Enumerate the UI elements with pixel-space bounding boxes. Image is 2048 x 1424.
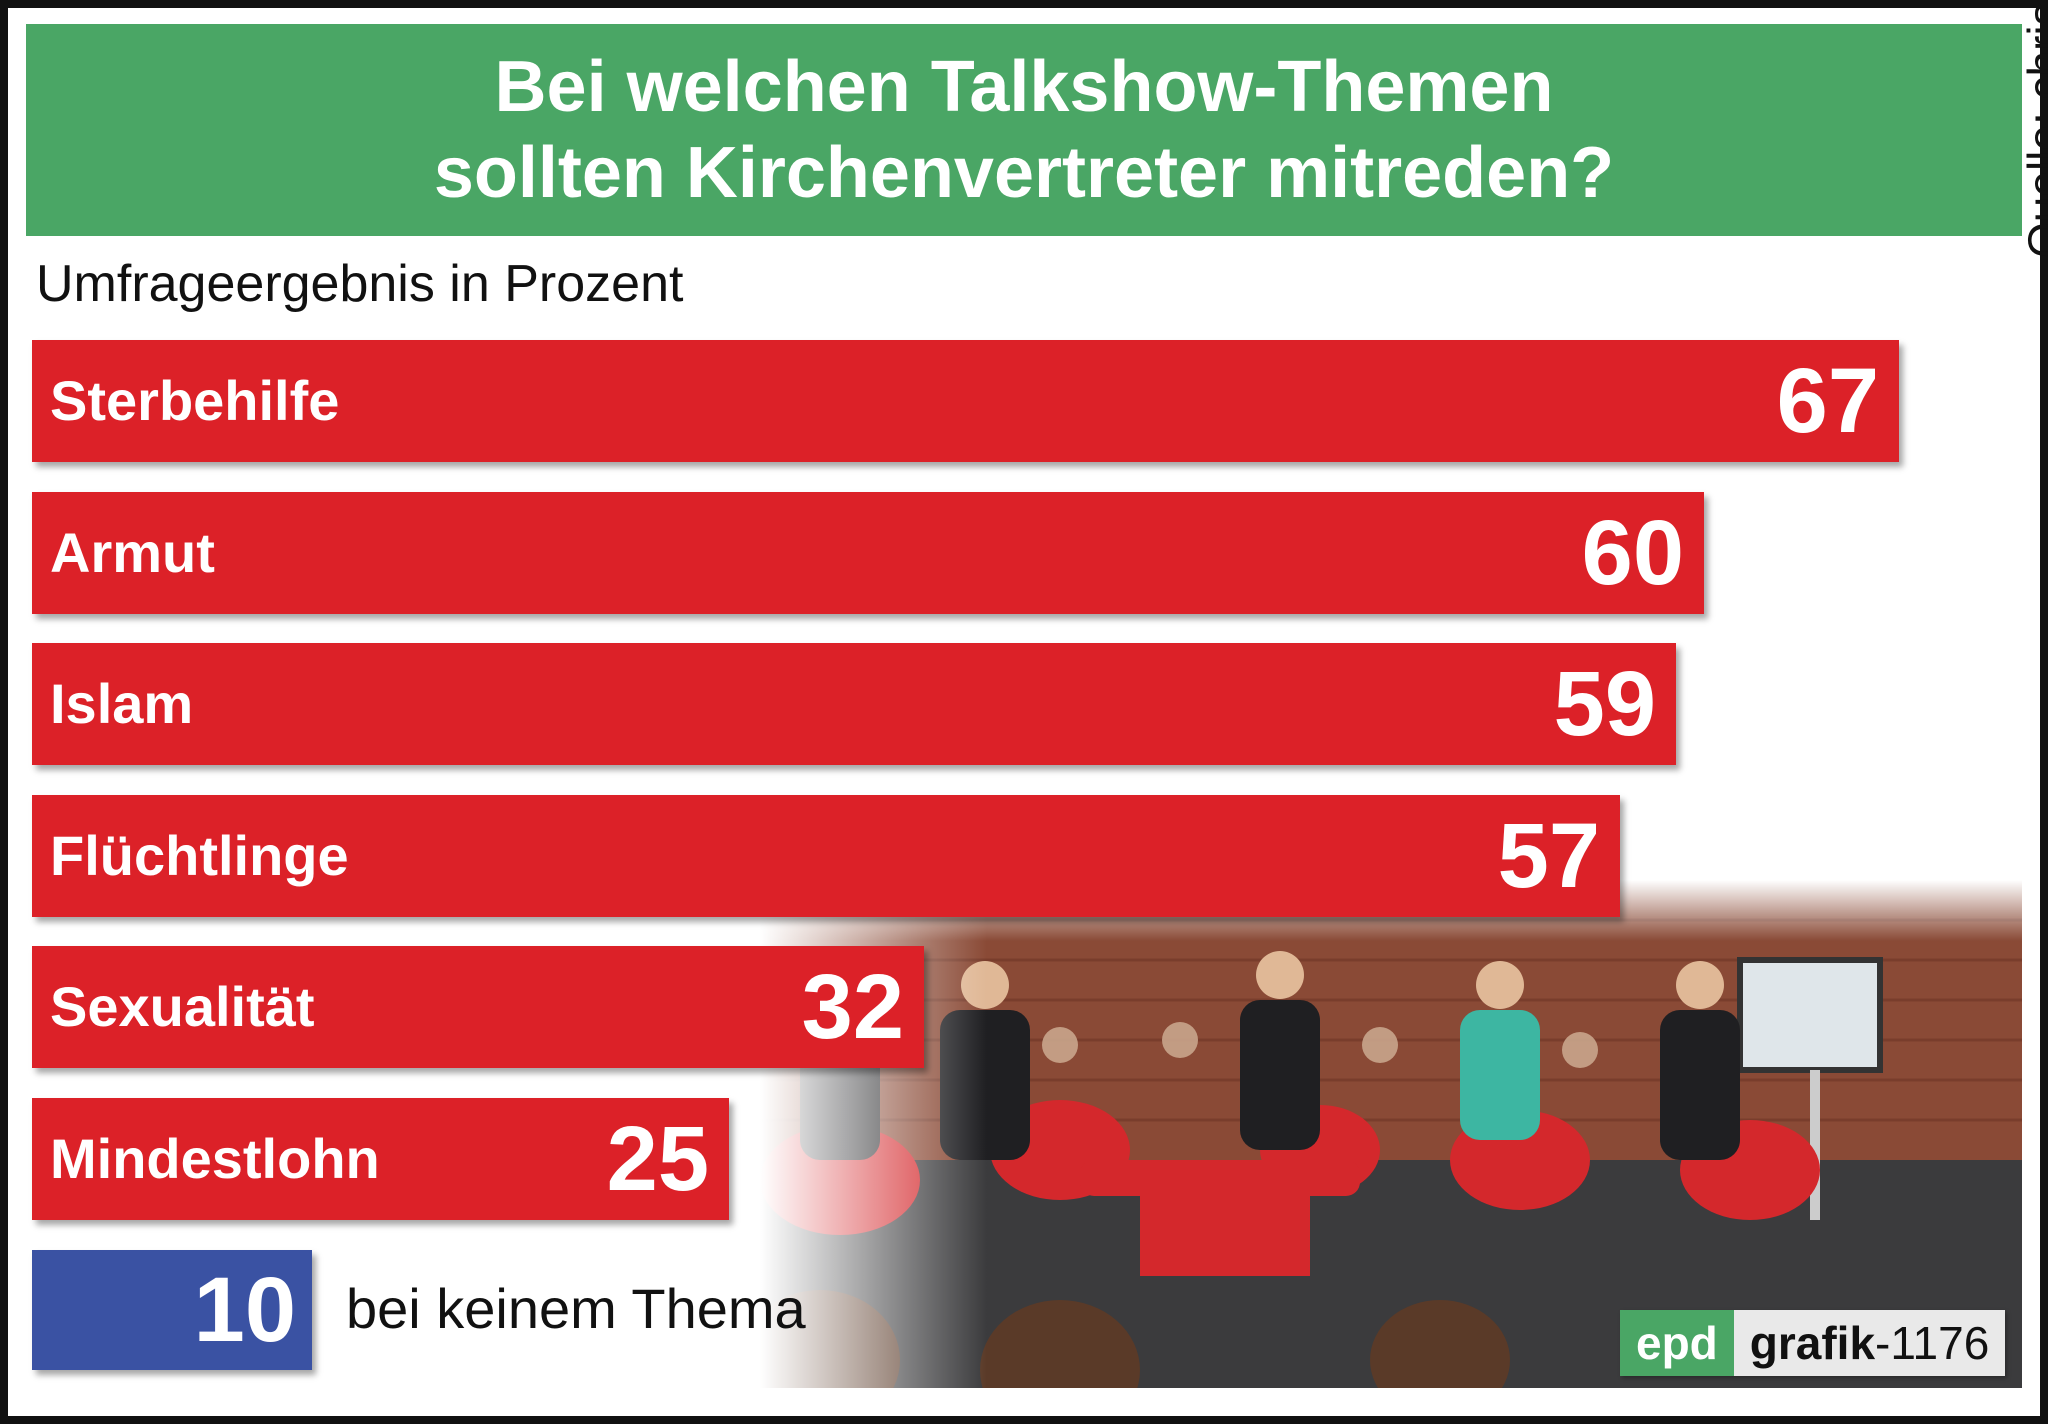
bar-label-0: Sterbehilfe (50, 369, 340, 432)
bar-value-0: 67 (1776, 350, 1879, 452)
talkshow-photo (760, 880, 2022, 1388)
bar-value-1: 60 (1581, 502, 1684, 604)
bar-value-4: 32 (801, 956, 904, 1058)
bar-label-3: Flüchtlinge (50, 824, 349, 887)
chart-subtitle: Umfrageergebnis in Prozent (36, 255, 684, 313)
bar-label-2: Islam (50, 672, 194, 735)
logo-grafik-word: grafik (1749, 1317, 1876, 1369)
bar-5: Mindestlohn 25 (32, 1098, 729, 1220)
epd-grafik-logo: epd grafik-1176 (1620, 1310, 2006, 1376)
logo-epd: epd (1620, 1310, 1734, 1376)
header-banner: Bei welchen Talkshow-Themen sollten Kirc… (26, 24, 2022, 236)
title-line-2: sollten Kirchenvertreter mitreden? (433, 133, 1615, 213)
logo-number: -1176 (1875, 1317, 1990, 1369)
bar-0: Sterbehilfe 67 (32, 340, 1899, 462)
logo-grafik: grafik-1176 (1733, 1310, 2006, 1376)
bar-value-2: 59 (1553, 653, 1656, 755)
bar-label-5: Mindestlohn (50, 1127, 380, 1190)
bar-keinem-thema-value: 10 (193, 1259, 296, 1361)
bar-keinem-thema: 10 (32, 1250, 312, 1370)
bar-2: Islam 59 (32, 643, 1676, 765)
bar-label-1: Armut (50, 521, 215, 584)
bar-keinem-thema-label: bei keinem Thema (346, 1277, 806, 1340)
bar-value-5: 25 (606, 1108, 709, 1210)
title-line-1: Bei welchen Talkshow-Themen (494, 47, 1554, 127)
bar-label-4: Sexualität (50, 975, 315, 1038)
bar-value-3: 57 (1497, 805, 1600, 907)
bar-1: Armut 60 (32, 492, 1704, 614)
bar-4: Sexualität 32 (32, 946, 924, 1068)
bar-3: Flüchtlinge 57 (32, 795, 1620, 917)
